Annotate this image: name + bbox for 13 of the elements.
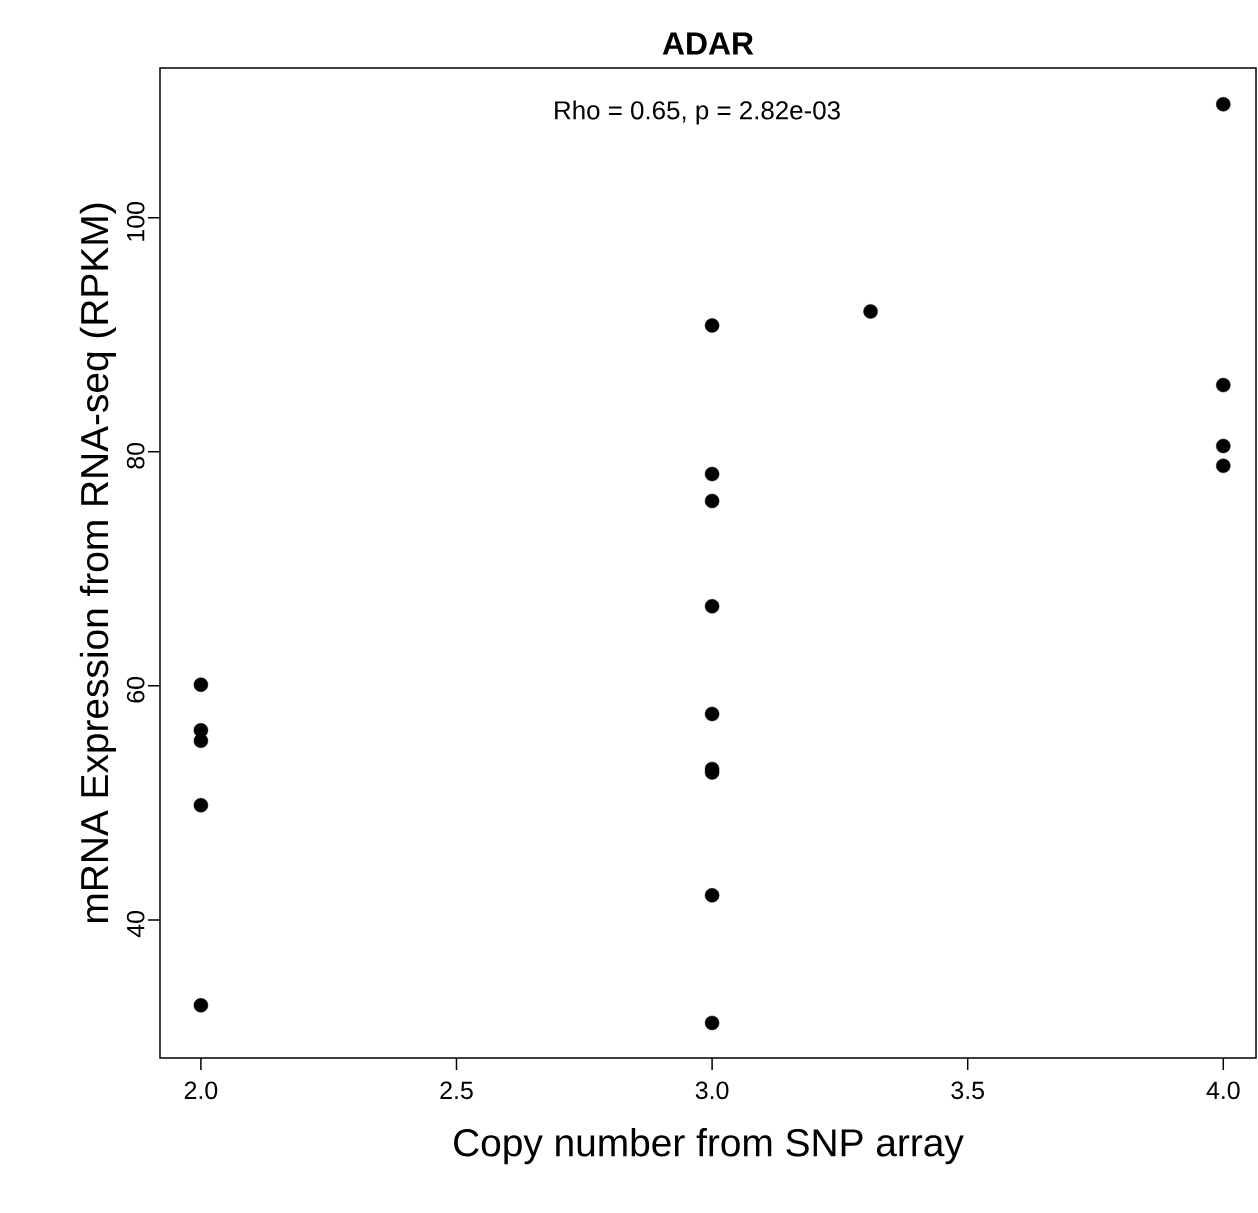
x-tick-label: 3.0 xyxy=(695,1081,729,1100)
y-tick-label: 80 xyxy=(126,442,145,469)
chart-title: ADAR xyxy=(662,32,754,55)
y-tick-label: 60 xyxy=(126,676,145,703)
x-tick-label: 3.5 xyxy=(951,1081,984,1100)
y-tick-label: 100 xyxy=(126,201,145,241)
annotation: Rho = 0.65, p = 2.82e-03 xyxy=(555,100,840,125)
x-tick-label: 4.0 xyxy=(1206,1081,1240,1100)
y-axis-title: mRNA Expression from RNA-seq (RPKM) xyxy=(79,203,117,923)
x-tick-label: 2.0 xyxy=(184,1081,218,1100)
y-tick-label: 40 xyxy=(126,911,145,938)
x-axis-title: Copy number from SNP array xyxy=(454,1127,964,1165)
x-tick-label: 2.5 xyxy=(440,1081,473,1100)
